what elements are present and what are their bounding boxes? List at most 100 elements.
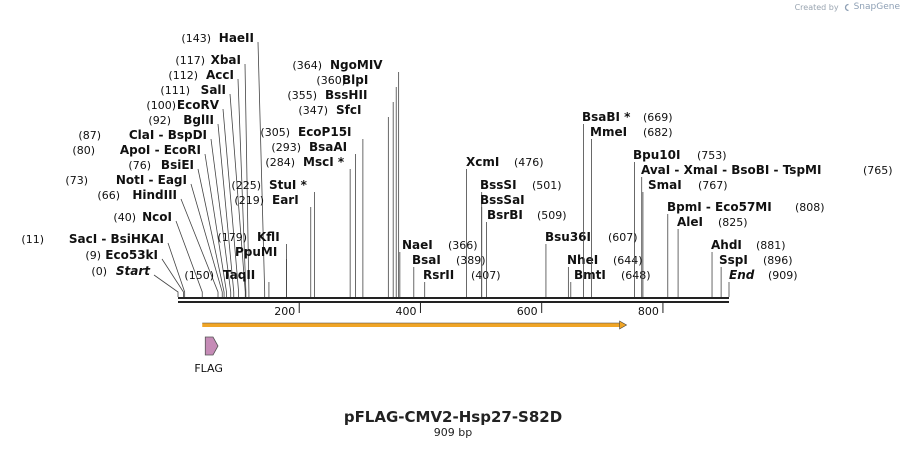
- enzyme-connector: [161, 258, 184, 297]
- enzyme-name: BssSaI: [480, 193, 525, 207]
- enzyme-site-msci: MscI * (284): [265, 155, 351, 297]
- credit-brand: SnapGene: [853, 2, 900, 12]
- enzyme-name: BmtI: [574, 268, 606, 282]
- enzyme-site-ecorv: EcoRV(100): [146, 98, 219, 112]
- enzyme-position: (767): [698, 179, 728, 192]
- plasmid-length: 909 bp: [433, 426, 473, 439]
- enzyme-connector: [244, 63, 250, 297]
- enzyme-name: SfcI: [336, 103, 361, 117]
- enzyme-position: (366): [448, 239, 478, 252]
- enzyme-site-bmti: BmtI (648): [570, 268, 651, 297]
- enzyme-name: AvaI - XmaI - BsoBI - TspMI: [641, 163, 821, 177]
- enzyme-name: EarI: [272, 193, 299, 207]
- enzyme-site-sspi: SspI (896): [719, 253, 793, 297]
- enzyme-name: AccI: [206, 68, 234, 82]
- enzyme-name: SspI: [719, 253, 748, 267]
- enzyme-name: EcoP15I: [298, 125, 352, 139]
- enzyme-site-ncoi: NcoI (40): [113, 210, 172, 224]
- ruler-tick-label: 600: [517, 305, 538, 318]
- enzyme-site-hindiii: HindIII (66): [97, 188, 177, 202]
- enzyme-name: NaeI: [402, 238, 433, 252]
- enzyme-name: TaqII: [223, 268, 255, 282]
- enzyme-position: (11): [21, 233, 44, 246]
- enzyme-site-smai: SmaI (767): [642, 178, 728, 297]
- enzyme-name: BssSI: [480, 178, 517, 192]
- enzyme-site-xcmi: XcmI (476): [466, 155, 544, 297]
- enzyme-connector: [222, 108, 240, 297]
- enzyme-position: (347): [298, 104, 328, 117]
- enzyme-position: (501): [532, 179, 562, 192]
- enzyme-position: (753): [697, 149, 727, 162]
- enzyme-position: (0): [91, 265, 107, 278]
- enzyme-name: BsaAI: [309, 140, 347, 154]
- ruler-tick-label: 200: [274, 305, 295, 318]
- enzyme-position: (909): [768, 269, 798, 282]
- enzyme-site-naei: NaeI (366): [399, 238, 478, 297]
- enzyme-connector: [180, 198, 219, 297]
- enzyme-connector: [237, 78, 247, 297]
- enzyme-position: (76): [128, 159, 151, 172]
- enzyme-site-alei: AleI (825): [677, 215, 748, 297]
- enzyme-position: (509): [537, 209, 567, 222]
- enzyme-name: BsiEI: [161, 158, 194, 172]
- enzyme-name: StuI *: [269, 178, 308, 192]
- enzyme-name: Start: [116, 264, 151, 278]
- enzyme-connector: [257, 41, 266, 297]
- enzyme-position: (607): [608, 231, 638, 244]
- enzyme-name: BsaI: [412, 253, 441, 267]
- enzyme-position: (644): [613, 254, 643, 267]
- enzyme-name: ApoI - EcoRI: [120, 143, 201, 157]
- enzyme-connector: [175, 220, 203, 297]
- enzyme-site-taqii: TaqII (150): [184, 268, 270, 297]
- enzyme-site-ahdi: AhdI (881): [711, 238, 786, 297]
- enzyme-name: Eco53kI: [105, 248, 158, 262]
- enzyme-position: (150): [184, 269, 214, 282]
- enzyme-name: RsrII: [423, 268, 454, 282]
- enzyme-name: NgoMIV: [330, 58, 383, 72]
- enzyme-name: PpuMI: [235, 245, 277, 259]
- enzyme-position: (682): [643, 126, 673, 139]
- enzyme-position: (219): [234, 194, 264, 207]
- enzyme-site-bsiei: BsiEI (76): [128, 158, 194, 172]
- enzyme-site-bsai: BsaI (389): [412, 253, 486, 297]
- enzyme-position: (825): [718, 216, 748, 229]
- enzyme-position: (179): [217, 231, 247, 244]
- enzyme-position: (66): [97, 189, 120, 202]
- enzyme-connector: [167, 242, 186, 297]
- ruler-tick-label: 400: [395, 305, 416, 318]
- enzyme-site-bsshii: BssHII (355): [287, 88, 394, 297]
- enzyme-position: (648): [621, 269, 651, 282]
- enzyme-position: (881): [756, 239, 786, 252]
- enzyme-position: (111): [160, 84, 190, 97]
- feature-label: FLAG: [194, 362, 223, 375]
- enzyme-position: (896): [763, 254, 793, 267]
- enzyme-site-bglii: BglII (92): [148, 113, 214, 127]
- enzyme-name: SmaI: [648, 178, 682, 192]
- enzyme-name: NheI: [567, 253, 598, 267]
- feature-flag: [204, 336, 219, 356]
- enzyme-name: HindIII: [132, 188, 177, 202]
- enzyme-site-bpu10i: Bpu10I (753): [633, 148, 727, 297]
- enzyme-site-bsssai: BssSaI: [480, 193, 525, 297]
- enzyme-connector: [217, 123, 235, 297]
- enzyme-position: (112): [168, 69, 198, 82]
- enzyme-connector: [190, 183, 223, 297]
- orf-arrowhead: [619, 320, 628, 330]
- enzyme-position: (305): [260, 126, 290, 139]
- enzyme-site-rsrii: RsrII (407): [423, 268, 501, 297]
- enzyme-name: SacI - BsiHKAI: [69, 232, 164, 246]
- enzyme-position: (100): [146, 99, 176, 112]
- enzyme-site-acci: AccI (112): [168, 68, 234, 82]
- enzyme-position: (765): [863, 164, 893, 177]
- plasmid-map: 200 400 600 800 FLAG Start (0) Eco53kI (9) SacI -…: [21, 31, 893, 375]
- enzyme-site-stui: StuI * (225): [231, 178, 315, 297]
- enzyme-name: BglII: [183, 113, 214, 127]
- enzyme-site-clai: ClaI - BspDI (87): [78, 128, 207, 142]
- enzyme-site-noti: NotI - EagI (73): [65, 173, 187, 187]
- enzyme-site-eco53ki: Eco53kI (9): [85, 248, 158, 262]
- enzyme-site-nhei: NheI (644): [567, 253, 643, 297]
- enzyme-position: (389): [456, 254, 486, 267]
- enzyme-name: HaeII: [219, 31, 254, 45]
- enzyme-position: (225): [231, 179, 261, 192]
- enzyme-site-saci: SacI - BsiHKAI (11): [21, 232, 164, 246]
